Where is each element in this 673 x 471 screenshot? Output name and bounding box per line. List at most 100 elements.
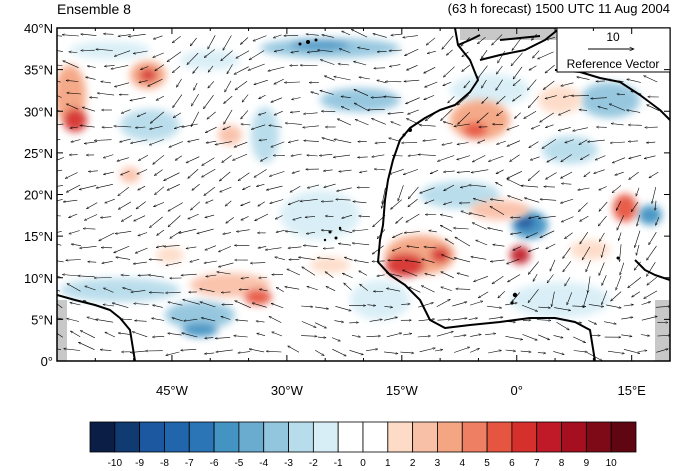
wind-arrow: [374, 169, 386, 170]
lon-label: 45°W: [156, 383, 189, 398]
wind-arrow: [148, 275, 165, 278]
wind-arrow: [469, 185, 487, 187]
wind-arrow: [481, 49, 488, 59]
wind-arrow: [205, 338, 214, 339]
wind-arrow: [70, 330, 81, 337]
wind-arrow: [588, 320, 596, 325]
wind-arrow: [271, 97, 283, 103]
wind-arrow: [419, 125, 436, 126]
wind-arrow: [367, 305, 375, 306]
wind-arrow: [265, 247, 282, 250]
wind-arrow: [488, 317, 503, 320]
wind-arrow: [552, 291, 555, 307]
wind-arrow: [496, 79, 503, 91]
wind-arrow: [154, 169, 163, 176]
wind-arrow: [357, 157, 368, 158]
wind-arrow: [188, 213, 199, 220]
wind-arrow: [153, 52, 164, 58]
wind-arrow: [547, 156, 558, 163]
wind-arrow: [360, 284, 368, 291]
panel-title: Ensemble 8: [57, 1, 131, 17]
wind-arrow: [186, 156, 200, 164]
wind-arrow: [168, 333, 182, 336]
wind-arrow: [271, 303, 284, 309]
wind-arrow: [649, 171, 659, 179]
wind-arrow: [255, 213, 269, 222]
wind-arrow: [496, 140, 506, 144]
wind-arrow: [204, 186, 216, 196]
wind-arrow: [511, 52, 523, 66]
wind-arrow: [355, 119, 369, 126]
wind-arrow: [373, 34, 387, 38]
wind-arrow: [604, 321, 616, 324]
wind-arrow: [616, 215, 624, 230]
wind-arrow: [506, 258, 520, 264]
wind-arrow: [495, 182, 503, 187]
forecast-time-title: (63 h forecast) 1500 UTC 11 Aug 2004: [447, 1, 670, 16]
wind-arrow: [102, 261, 113, 263]
wind-arrow: [580, 231, 589, 244]
reference-vector-magnitude: 10: [606, 30, 620, 44]
wind-arrow: [422, 259, 435, 263]
wind-arrow: [553, 335, 564, 337]
wind-arrow: [293, 216, 302, 220]
wind-arrow: [57, 199, 63, 202]
wind-arrow: [215, 141, 232, 145]
wind-arrow: [259, 140, 268, 141]
wind-arrow: [325, 272, 334, 279]
wind-arrow: [339, 169, 352, 172]
wind-arrow: [85, 286, 96, 291]
wind-arrow: [241, 201, 251, 206]
wind-arrow: [101, 82, 112, 83]
islands: [298, 38, 620, 305]
wind-arrow: [290, 186, 301, 193]
wind-arrow: [599, 201, 608, 211]
wind-arrow: [111, 65, 129, 69]
wind-arrow: [417, 336, 431, 337]
wind-arrow: [338, 244, 352, 246]
wind-arrow: [326, 286, 336, 291]
wind-arrow: [565, 139, 574, 143]
wind-arrow: [400, 352, 414, 353]
wind-arrow: [167, 184, 180, 191]
wind-arrow: [638, 351, 648, 352]
wind-arrow: [205, 126, 217, 133]
wind-arrow: [131, 290, 146, 292]
wind-arrow: [418, 303, 433, 308]
wind-arrow: [186, 246, 197, 249]
wind-arrow: [193, 66, 199, 74]
wind-arrow: [322, 35, 334, 38]
wind-arrow: [240, 37, 249, 45]
wind-arrow: [325, 216, 334, 217]
wind-arrow: [314, 322, 327, 329]
wind-arrow: [67, 93, 81, 94]
wind-arrow: [374, 68, 386, 69]
lat-label: 5°N: [31, 312, 53, 327]
wind-arrow: [85, 77, 96, 80]
colorbar-label: -5: [234, 458, 243, 469]
wind-arrow: [168, 302, 183, 306]
colorbar-swatch: [238, 421, 265, 453]
wind-arrow: [623, 305, 634, 306]
wind-arrow: [377, 275, 385, 276]
wind-arrow: [386, 333, 402, 338]
wind-arrow: [66, 103, 79, 110]
wind-arrow: [268, 66, 285, 71]
wind-arrow: [88, 171, 98, 172]
wind-arrow: [443, 122, 454, 125]
wind-arrow: [57, 231, 62, 233]
wind-arrow: [270, 199, 284, 204]
wind-arrow: [579, 139, 588, 145]
wind-arrow: [430, 170, 439, 175]
wind-arrow: [471, 169, 489, 173]
wind-arrow: [138, 275, 149, 276]
wind-arrow: [311, 92, 319, 95]
colorbar-swatch: [362, 421, 389, 453]
wind-arrow: [215, 337, 231, 338]
wind-arrow: [545, 64, 555, 73]
wind-arrow: [208, 65, 214, 72]
wind-arrow: [655, 200, 656, 211]
wind-arrow: [377, 51, 387, 52]
wind-arrow: [116, 257, 131, 260]
wind-arrow: [545, 124, 554, 128]
